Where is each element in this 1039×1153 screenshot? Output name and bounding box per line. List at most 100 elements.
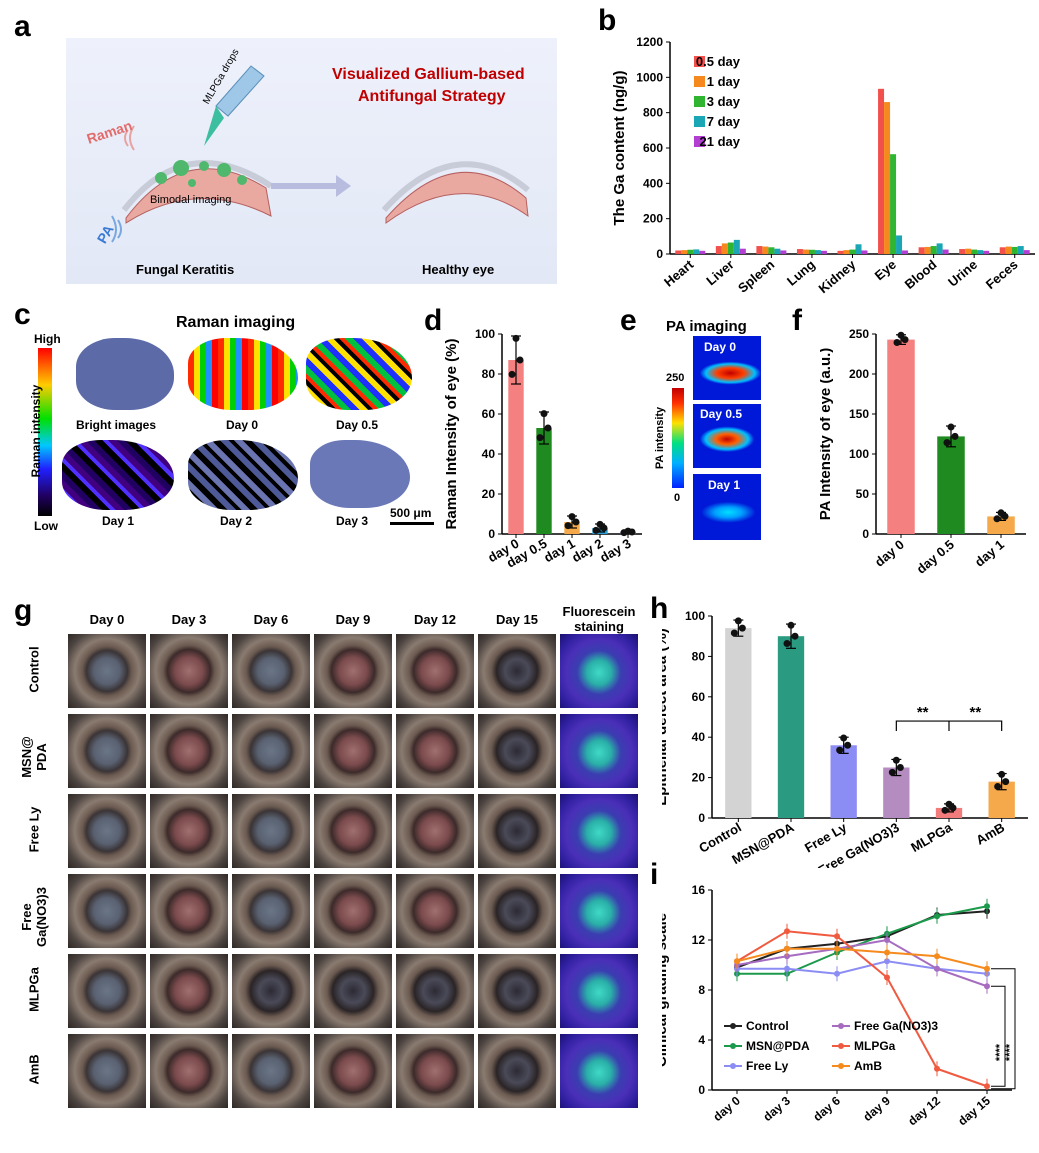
bar-3-day [808, 249, 815, 254]
eye-photo [232, 794, 310, 868]
y-axis-label: Clinical grading scale [662, 913, 670, 1067]
x-tick-label: day 0 [872, 537, 907, 570]
data-point [628, 528, 636, 536]
data-point [934, 953, 940, 960]
panel-i-label: i [650, 858, 659, 891]
y-axis-label: Raman Intensity of eye (%) [443, 339, 460, 530]
series-line [737, 960, 988, 975]
pa-frame-day1 [693, 474, 761, 540]
bar [725, 628, 752, 818]
eye-photo [314, 874, 392, 948]
data-point [941, 806, 949, 814]
y-tick-label: 200 [849, 367, 869, 381]
bar-0.5-day [918, 247, 925, 254]
eye-photo [232, 954, 310, 1028]
y-tick-label: 100 [475, 327, 495, 341]
bar-21-day [1023, 250, 1030, 254]
data-point [836, 746, 844, 754]
data-point [516, 356, 524, 364]
column-header: Day 6 [253, 612, 289, 627]
fluorescein-photo [560, 714, 638, 788]
panel-g-label: g [14, 594, 33, 627]
eye-photo [478, 714, 556, 788]
data-point [1002, 778, 1010, 786]
fluorescein-photo [560, 794, 638, 868]
bar-7-day [896, 235, 903, 254]
bar-7-day [814, 250, 821, 254]
y-axis-label: Epithelial defect area (%) [662, 628, 670, 806]
data-point [787, 621, 795, 629]
data-point [947, 423, 955, 431]
y-tick-label: 50 [856, 487, 870, 501]
data-point [888, 768, 896, 776]
pa-colorbar-min: 0 [674, 492, 681, 504]
data-point [512, 334, 520, 342]
y-tick-label: 0 [698, 1083, 705, 1097]
legend-marker [838, 1043, 844, 1049]
y-tick-label: 4 [698, 1033, 705, 1047]
pa-frame-label-2: Day 1 [708, 478, 741, 492]
bar-0.5-day [959, 249, 966, 254]
clinical-grading-chart: 0 4 8 12 16 Clinical grading scale day 0 day 3 d… [662, 883, 1016, 1128]
x-tick-label: Urine [945, 257, 980, 290]
caption-day2: Day 2 [220, 514, 253, 528]
bar-1-day [802, 249, 809, 254]
y-tick-label: 60 [692, 690, 706, 704]
panel-e-label: e [620, 304, 637, 337]
data-point [949, 804, 957, 812]
panel-a-illustration: Visualized Gallium-based Antifungal Stra… [66, 38, 557, 284]
x-tick-label: Lung [784, 257, 818, 289]
raman-imaging-title: Raman imaging [176, 314, 296, 331]
panel-h-label: h [650, 592, 669, 625]
bar-0.5-day [675, 250, 682, 254]
eye-photo [396, 954, 474, 1028]
bar-0.5-day [999, 247, 1006, 254]
data-point [734, 958, 740, 965]
series-line [736, 930, 988, 1088]
bar-7-day [733, 239, 740, 254]
bar-7-day [774, 248, 781, 254]
y-tick-label: 150 [849, 407, 869, 421]
data-point [784, 928, 790, 935]
bar-7-day [693, 249, 700, 254]
eye-photo [478, 794, 556, 868]
eye-photo [68, 794, 146, 868]
eye-photo [314, 634, 392, 708]
scale-bar [390, 522, 434, 525]
data-point [540, 410, 548, 418]
data-point [951, 432, 959, 440]
data-point [934, 913, 940, 920]
scale-bar-label: 500 μm [390, 506, 432, 520]
y-tick-label: 200 [643, 212, 663, 226]
bar-1-day [884, 102, 891, 254]
significance-bracket [991, 985, 1006, 1087]
schematic-title-1: Visualized Gallium-based [332, 66, 525, 83]
eye-photo [232, 874, 310, 948]
significance-label: ** [917, 704, 929, 721]
data-point [884, 958, 890, 965]
bar-0.5-day [715, 246, 722, 254]
eye-photo [150, 714, 228, 788]
bar-7-day [936, 243, 943, 254]
significance-label: ** [969, 704, 981, 721]
bar [830, 745, 857, 818]
x-tick-label: MLPGa [908, 819, 955, 855]
bar-21-day [983, 250, 990, 254]
fungus-dot [155, 172, 167, 184]
raman-map-day2 [188, 440, 298, 510]
data-point [840, 734, 848, 742]
column-header: Day 12 [414, 612, 456, 627]
row-label: Control [26, 646, 42, 693]
pa-intensity-chart: 0 50 100 150 200 250 PA Intensity of eye (a.u.… [820, 327, 1026, 577]
data-point [1001, 512, 1009, 520]
x-tick-label: day 3 [597, 536, 633, 566]
raman-map-day0-5 [306, 338, 412, 410]
data-point [994, 782, 1002, 790]
column-header: Fluorescein staining [562, 604, 636, 634]
y-axis-label: PA Intensity of eye (a.u.) [820, 348, 834, 521]
legend-marker [730, 1063, 736, 1069]
legend-label: MSN@PDA [746, 1039, 810, 1053]
column-header: Day 3 [171, 612, 207, 627]
eye-photo [314, 714, 392, 788]
